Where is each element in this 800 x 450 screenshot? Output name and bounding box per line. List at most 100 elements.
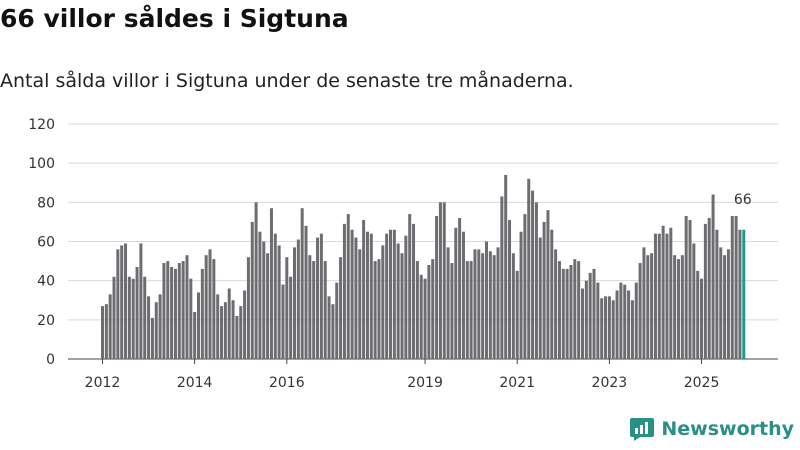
bar — [650, 253, 654, 359]
bar — [127, 276, 131, 359]
bar — [154, 302, 158, 359]
bar — [227, 288, 231, 359]
bar — [273, 233, 277, 359]
bar — [700, 278, 704, 359]
bar — [104, 304, 108, 359]
bar — [258, 231, 262, 359]
bar — [404, 235, 408, 359]
bar — [615, 290, 619, 359]
bar — [231, 300, 235, 359]
bar — [519, 231, 523, 359]
bar — [481, 253, 485, 359]
bar — [577, 261, 581, 359]
bar — [339, 257, 343, 359]
bar — [143, 276, 147, 359]
bar — [723, 255, 727, 359]
bar-chart: 0 20 40 60 80 100 120 2012 2014 2016 2019 2021 2023… — [28, 117, 778, 391]
bar — [304, 225, 308, 359]
bar — [680, 255, 684, 359]
bar — [312, 261, 316, 359]
bar — [120, 245, 124, 359]
bar — [523, 214, 527, 359]
x-tick-label: 2023 — [592, 375, 628, 391]
bar — [158, 294, 162, 359]
bar — [289, 276, 293, 359]
x-tick-label: 2014 — [177, 375, 213, 391]
bar — [677, 259, 680, 359]
y-tick-label: 100 — [28, 156, 55, 172]
bar — [504, 174, 508, 359]
bar — [661, 225, 665, 359]
bar — [269, 208, 273, 359]
bar-latest — [742, 229, 746, 359]
bar — [665, 233, 669, 359]
bar — [112, 276, 116, 359]
x-tick-label: 2025 — [684, 375, 720, 391]
bar — [319, 233, 323, 359]
bar — [200, 268, 204, 359]
bar — [692, 243, 696, 359]
bar — [316, 237, 320, 359]
bar — [673, 255, 677, 359]
x-tick-label: 2019 — [407, 375, 443, 391]
bar — [611, 300, 615, 359]
latest-value-label: 66 — [734, 192, 752, 208]
bar — [438, 202, 442, 359]
bar — [300, 208, 304, 359]
bar — [427, 265, 431, 359]
bar — [584, 280, 588, 359]
y-tick-label: 0 — [46, 352, 55, 368]
bar — [600, 298, 604, 359]
bar — [327, 296, 331, 359]
bar — [181, 261, 185, 359]
bar — [147, 296, 151, 359]
bar — [657, 233, 661, 359]
chart-title: 66 villor såldes i Sigtuna — [0, 4, 349, 33]
x-axis-tick-labels: 2012 2014 2016 2019 2021 2023 2025 — [85, 359, 720, 391]
bar — [450, 263, 454, 359]
x-tick-label: 2016 — [269, 375, 305, 391]
bar — [492, 255, 496, 359]
bar — [569, 265, 573, 359]
bar — [412, 223, 416, 359]
y-axis-tick-labels: 0 20 40 60 80 100 120 — [28, 117, 55, 368]
bar — [730, 216, 734, 359]
bar — [557, 261, 561, 359]
bar — [101, 306, 104, 359]
bar — [719, 247, 723, 359]
bar — [373, 261, 377, 359]
bar — [197, 292, 200, 359]
bar — [239, 306, 243, 359]
bar — [696, 270, 700, 359]
y-tick-label: 120 — [28, 117, 55, 133]
bar — [131, 278, 135, 359]
bar — [243, 290, 247, 359]
bar — [653, 233, 657, 359]
bar — [604, 296, 608, 359]
bar — [308, 255, 312, 359]
bar — [250, 221, 254, 359]
newsworthy-logo-icon — [630, 418, 655, 441]
bar — [277, 245, 281, 359]
bar — [488, 251, 492, 359]
bar — [389, 229, 392, 359]
annotations: 66 — [734, 192, 752, 208]
bar — [419, 274, 423, 359]
bar — [342, 223, 346, 359]
bar — [346, 214, 350, 359]
bar — [173, 268, 177, 359]
bar — [623, 284, 627, 359]
bar — [216, 294, 220, 359]
bar — [458, 218, 462, 359]
bar — [634, 282, 638, 359]
bar — [246, 257, 250, 359]
bar — [385, 233, 389, 359]
y-tick-label: 80 — [37, 195, 55, 211]
bar — [596, 282, 600, 359]
bar — [515, 270, 519, 359]
bar — [715, 229, 719, 359]
bar — [630, 300, 634, 359]
y-tick-label: 20 — [37, 313, 55, 329]
brand-name: Newsworthy — [661, 418, 794, 440]
bar — [150, 317, 154, 359]
